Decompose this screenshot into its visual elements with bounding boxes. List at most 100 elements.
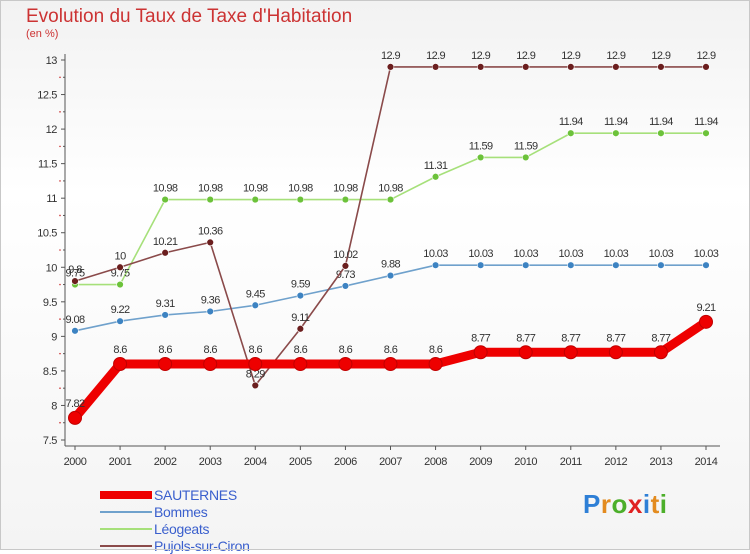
- series-point-1: [161, 311, 169, 319]
- data-label-0: 8.77: [471, 332, 490, 344]
- data-label-3: 12.9: [471, 50, 490, 62]
- series-point-0: [653, 345, 668, 360]
- data-label-0: 8.6: [384, 344, 398, 356]
- series-point-1: [206, 307, 214, 316]
- series-point-3: [206, 238, 214, 247]
- legend-label: Léogeats: [154, 520, 210, 537]
- legend-swatch: [100, 490, 152, 499]
- series-point-2: [476, 153, 485, 162]
- x-tick-label: 2002: [154, 456, 177, 468]
- data-label-3: 12.9: [561, 50, 580, 62]
- series-point-0: [563, 345, 578, 360]
- series-point-1: [341, 282, 350, 290]
- data-label-3: 9.11: [291, 312, 310, 324]
- data-label-1: 10.03: [649, 248, 674, 260]
- series-point-2: [386, 195, 395, 204]
- series-point-2: [296, 195, 305, 204]
- y-minor-dot: [59, 76, 61, 79]
- data-label-0: 9.21: [696, 302, 715, 314]
- y-tick-label: 12.5: [37, 90, 57, 102]
- y-minor-dot: [59, 283, 61, 286]
- series-point-2: [657, 129, 665, 137]
- data-label-2: 9.75: [111, 268, 130, 280]
- series-point-0: [113, 357, 128, 371]
- x-tick-label: 2003: [199, 456, 222, 468]
- series-point-1: [116, 317, 124, 325]
- data-label-1: 9.36: [201, 294, 220, 306]
- y-minor-dot: [59, 214, 61, 217]
- data-label-1: 9.31: [156, 298, 175, 310]
- data-label-3: 10.02: [333, 249, 358, 261]
- series-point-3: [567, 63, 575, 71]
- series-point-0: [428, 357, 443, 371]
- data-label-1: 10.03: [423, 248, 448, 260]
- series-point-0: [518, 345, 533, 360]
- series-point-1: [251, 301, 259, 309]
- series-point-3: [522, 63, 530, 71]
- series-point-0: [699, 314, 713, 329]
- data-label-0: 8.6: [339, 344, 353, 356]
- data-label-3: 8.29: [246, 368, 265, 380]
- data-label-0: 8.6: [158, 344, 172, 356]
- y-tick-label: 10: [46, 262, 58, 274]
- series-point-2: [341, 195, 350, 204]
- data-label-1: 10.03: [513, 248, 538, 260]
- legend-item: SAUTERNES: [100, 486, 250, 503]
- x-tick-label: 2005: [289, 456, 312, 468]
- data-label-0: 8.6: [113, 344, 127, 356]
- data-label-1: 9.08: [65, 314, 84, 326]
- x-tick-label: 2012: [604, 456, 627, 468]
- data-label-1: 10.03: [694, 248, 719, 260]
- series-point-3: [386, 63, 395, 71]
- y-minor-dot: [59, 387, 61, 389]
- chart-subtitle: (en %): [26, 28, 59, 40]
- series-point-0: [293, 357, 308, 371]
- series-point-1: [702, 261, 710, 269]
- series-point-3: [341, 262, 350, 270]
- logo-letter: P: [583, 489, 601, 519]
- data-label-3: 12.9: [696, 50, 715, 62]
- x-tick-label: 2004: [244, 456, 267, 468]
- series-point-0: [203, 357, 218, 371]
- y-minor-dot: [59, 145, 61, 148]
- y-tick-label: 7.5: [43, 435, 57, 447]
- series-point-2: [522, 153, 530, 162]
- series-point-0: [248, 357, 263, 371]
- series-point-3: [431, 63, 440, 71]
- data-label-2: 11.31: [424, 160, 448, 172]
- series-point-2: [251, 195, 259, 204]
- legend-item: Léogeats: [100, 520, 250, 537]
- data-label-2: 11.59: [514, 140, 538, 152]
- series-point-3: [612, 63, 620, 71]
- y-tick-label: 11: [46, 193, 57, 205]
- x-tick-label: 2006: [334, 456, 357, 468]
- data-label-2: 11.94: [604, 116, 628, 128]
- data-label-3: 12.9: [651, 50, 670, 62]
- data-label-2: 10.98: [153, 183, 178, 195]
- data-label-2: 11.94: [559, 116, 583, 128]
- x-tick-label: 2007: [379, 456, 402, 468]
- proxiti-logo: Proxiti: [583, 489, 667, 520]
- legend-swatch: [100, 527, 152, 530]
- data-label-2: 9.75: [65, 268, 84, 280]
- data-label-2: 10.98: [198, 183, 223, 195]
- x-tick-label: 2014: [695, 456, 718, 468]
- data-label-0: 8.77: [606, 332, 625, 344]
- series-point-2: [567, 129, 575, 137]
- series-point-3: [702, 63, 710, 71]
- data-label-0: 8.77: [651, 332, 670, 344]
- series-point-2: [206, 195, 214, 204]
- y-minor-dot: [59, 180, 61, 182]
- data-label-3: 10: [115, 250, 127, 262]
- data-label-3: 10.21: [153, 236, 178, 248]
- data-label-0: 7.82: [65, 398, 84, 410]
- data-label-1: 10.03: [604, 248, 629, 260]
- data-label-3: 9.8: [68, 264, 82, 276]
- data-label-0: 8.6: [249, 344, 263, 356]
- data-label-3: 12.9: [606, 50, 625, 62]
- x-tick-label: 2010: [514, 456, 537, 468]
- data-label-0: 8.77: [561, 332, 580, 344]
- x-tick-label: 2011: [560, 456, 582, 468]
- y-minor-dot: [59, 318, 61, 320]
